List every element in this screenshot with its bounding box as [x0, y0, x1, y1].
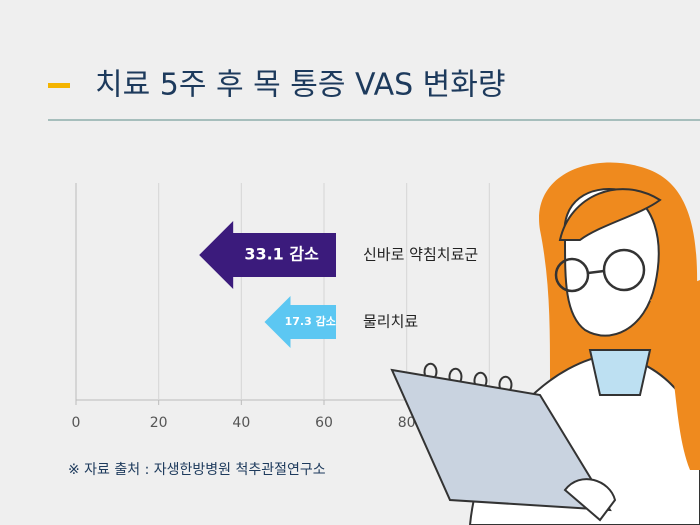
- series-label: 물리치료: [363, 313, 418, 331]
- value-label: 17.3 감소: [285, 314, 336, 328]
- arrow-bar: [264, 296, 336, 348]
- chart-title: 치료 5주 후 목 통증 VAS 변화량: [95, 68, 505, 103]
- title-marker: [48, 83, 70, 88]
- x-tick-label: 40: [232, 415, 250, 431]
- source-note: ※ 자료 출처 : 자생한방병원 척추관절연구소: [68, 462, 326, 478]
- arrow-bar: [199, 221, 336, 289]
- x-tick-label: 60: [315, 415, 333, 431]
- x-tick-label: 20: [150, 415, 168, 431]
- x-tick-label: 0: [72, 415, 81, 431]
- x-tick-label: 80: [398, 415, 416, 431]
- value-label: 33.1 감소: [244, 245, 319, 264]
- illustration: [390, 162, 700, 525]
- series-label: 신바로 약침치료군: [363, 246, 478, 264]
